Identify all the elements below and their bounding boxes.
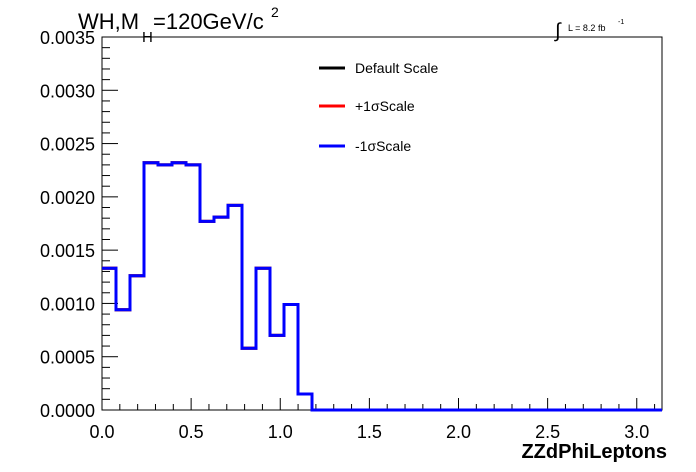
series-layer [102,161,662,412]
x-tick-label: 1.0 [268,422,293,442]
lumi-superscript: -1 [618,19,624,26]
legend-label-minus1sigma: -1σScale [355,138,411,154]
x-tick-label: 2.0 [446,422,471,442]
title-superscript: 2 [271,4,279,20]
y-tick-label: 0.0005 [40,348,95,368]
x-tick-label: 3.0 [624,422,649,442]
legend: Default Scale +1σScale -1σScale [319,60,438,154]
y-tick-label: 0.0010 [40,294,95,314]
lumi-integral-sign: ∫ [554,20,562,42]
y-tick-label: 0.0015 [40,241,95,261]
y-tick-label: 0.0025 [40,135,95,155]
title-rest: =120GeV/c [153,9,264,34]
legend-label-default: Default Scale [355,60,438,76]
legend-label-plus1sigma: +1σScale [355,98,415,114]
y-tick-label: 0.0020 [40,188,95,208]
x-tick-label: 0.0 [89,422,114,442]
title-main: WH,M [78,9,139,34]
x-tick-label: 0.5 [179,422,204,442]
series-line-2 [102,161,662,412]
axes: 0.00000.00050.00100.00150.00200.00250.00… [40,28,663,442]
y-tick-label: 0.0030 [40,81,95,101]
x-tick-label: 2.5 [535,422,560,442]
y-tick-label: 0.0035 [40,28,95,48]
y-tick-label: 0.0000 [40,401,95,421]
x-axis-label: ZZdPhiLeptons [521,441,667,463]
lumi-label: L = 8.2 fb [568,23,605,33]
x-tick-label: 1.5 [357,422,382,442]
